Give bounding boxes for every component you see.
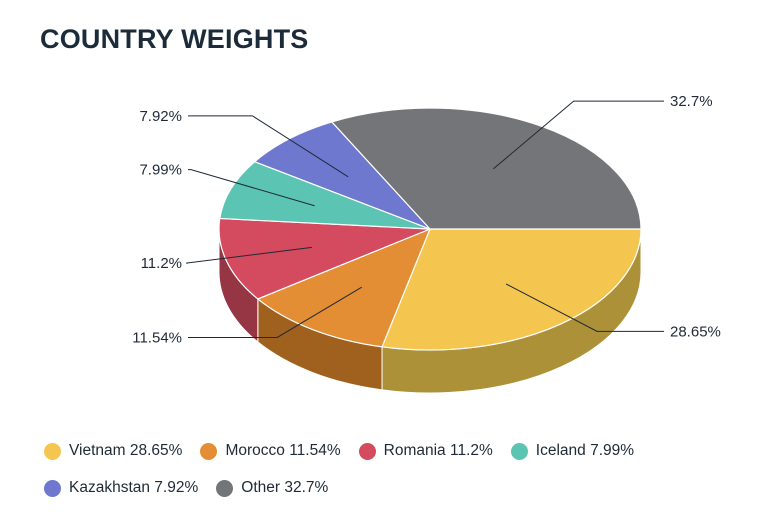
data-label-other: 32.7%	[670, 93, 713, 110]
legend-item-romania[interactable]: Romania 11.2%	[358, 442, 493, 460]
legend-label-other: Other 32.7%	[241, 479, 329, 496]
data-label-morocco: 11.54%	[132, 329, 182, 346]
legend-swatch-iceland	[510, 442, 528, 460]
legend-row-2: Kazakhstan 7.92% Other 32.7%	[44, 475, 744, 501]
data-label-romania: 11.2%	[141, 255, 182, 272]
data-label-vietnam: 28.65%	[670, 323, 721, 340]
chart-title: COUNTRY WEIGHTS	[40, 24, 309, 54]
leader-line-other	[492, 100, 664, 170]
legend-item-vietnam[interactable]: Vietnam 28.65%	[44, 442, 182, 460]
legend-swatch-kazakhstan	[44, 479, 61, 497]
leader-line-iceland	[188, 169, 315, 207]
pie-slice-other[interactable]	[331, 107, 642, 230]
legend-swatch-vietnam	[44, 442, 61, 460]
data-label-kazakhstan: 7.92%	[139, 108, 182, 125]
data-label-iceland: 7.99%	[139, 162, 182, 179]
legend-label-vietnam: Vietnam 28.65%	[69, 442, 183, 459]
legend-item-morocco[interactable]: Morocco 11.54%	[200, 442, 341, 460]
leader-line-vietnam	[505, 283, 664, 332]
pie-slice-romania[interactable]	[218, 217, 431, 300]
legend-label-morocco: Morocco 11.54%	[225, 442, 341, 459]
legend-item-other[interactable]: Other 32.7%	[216, 479, 328, 497]
legend-label-kazakhstan: Kazakhstan 7.92%	[69, 479, 199, 496]
leader-line-kazakhstan	[188, 115, 349, 178]
legend-label-romania: Romania 11.2%	[383, 442, 493, 459]
legend-swatch-morocco	[200, 442, 218, 460]
pie-slice-iceland[interactable]	[219, 161, 431, 230]
legend-item-iceland[interactable]: Iceland 7.99%	[510, 442, 635, 460]
pie-slice-morocco[interactable]	[257, 228, 431, 348]
legend-label-iceland: Iceland 7.99%	[535, 442, 635, 459]
pie-slice-vietnam[interactable]	[381, 228, 642, 351]
legend-swatch-romania	[358, 442, 376, 460]
pie-sides	[218, 228, 642, 394]
pie-slices	[218, 107, 642, 351]
legend-item-kazakhstan[interactable]: Kazakhstan 7.92%	[44, 479, 198, 497]
legend: Vietnam 28.65% Morocco 11.54% Romania 11…	[44, 438, 744, 512]
leader-line-romania	[186, 246, 312, 264]
pie-chart: 28.65% 11.54% 11.2% 7.99% 7.92% 32.7%	[132, 93, 721, 394]
leader-line-morocco	[188, 286, 362, 338]
legend-row-1: Vietnam 28.65% Morocco 11.54% Romania 11…	[44, 438, 744, 464]
legend-swatch-other	[216, 479, 234, 497]
pie-labels: 28.65% 11.54% 11.2% 7.99% 7.92% 32.7%	[132, 93, 721, 346]
